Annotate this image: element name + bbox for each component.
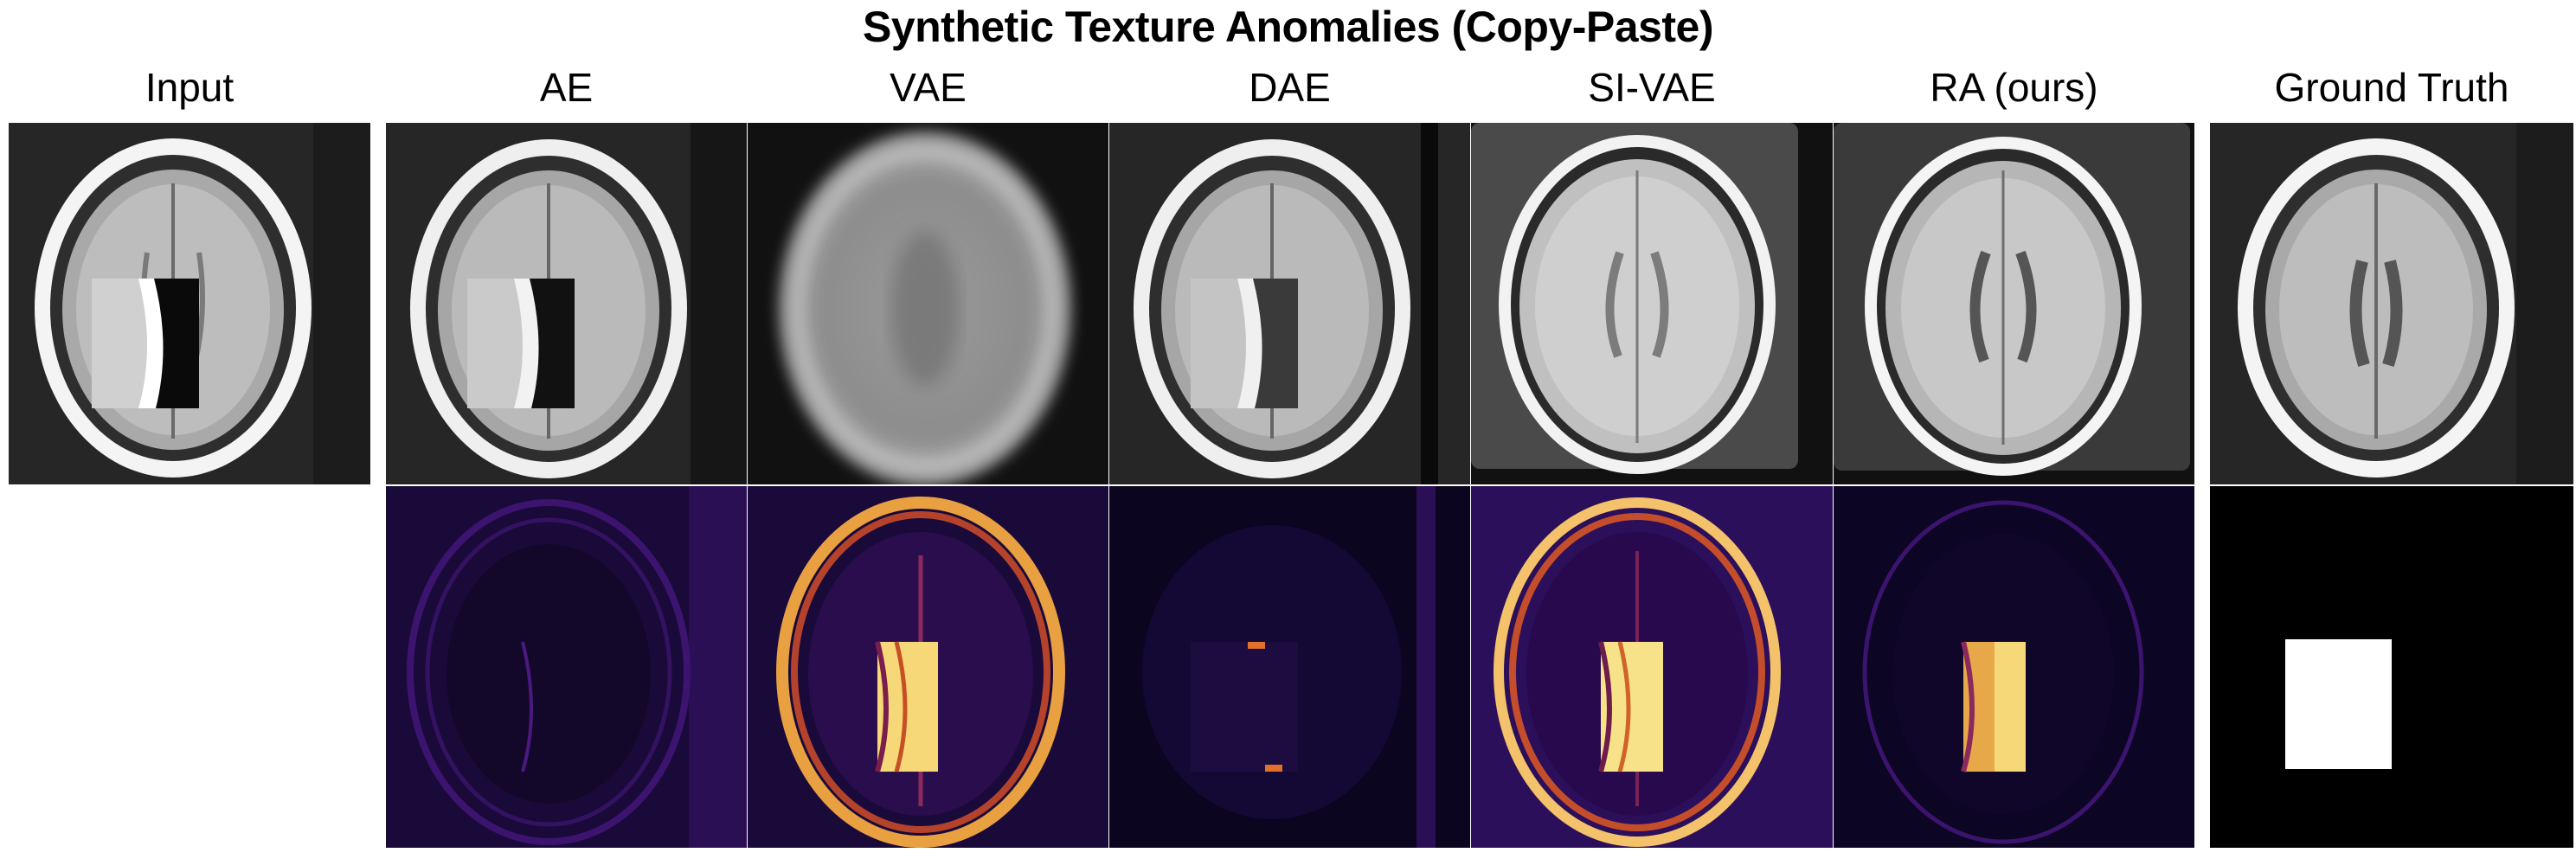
dae-reconstruction [1109, 123, 1470, 484]
si-vae-anomaly-map [1471, 486, 1833, 848]
column-label-input: Input [145, 65, 234, 110]
column-label-dae: DAE [1249, 65, 1331, 110]
column-label-vae: VAE [890, 65, 967, 110]
column-label-si-vae: SI-VAE [1588, 65, 1716, 110]
vae-anomaly-map [748, 486, 1108, 848]
column-label-ground-truth: Ground Truth [2274, 65, 2509, 110]
ground-truth-mask [2210, 486, 2573, 848]
column-label-ae: AE [539, 65, 594, 110]
ae-anomaly-map [386, 486, 747, 848]
ra-anomaly-map [1834, 486, 2194, 848]
column-label-ra: RA (ours) [1930, 65, 2098, 110]
ground-truth-image [2210, 123, 2573, 484]
ae-reconstruction [386, 123, 747, 484]
si-vae-reconstruction [1471, 123, 1833, 484]
figure-title: Synthetic Texture Anomalies (Copy-Paste) [862, 3, 1714, 51]
vae-reconstruction [748, 123, 1108, 484]
dae-anomaly-map [1109, 486, 1470, 848]
input-image [9, 123, 370, 484]
ra-reconstruction [1834, 123, 2194, 484]
